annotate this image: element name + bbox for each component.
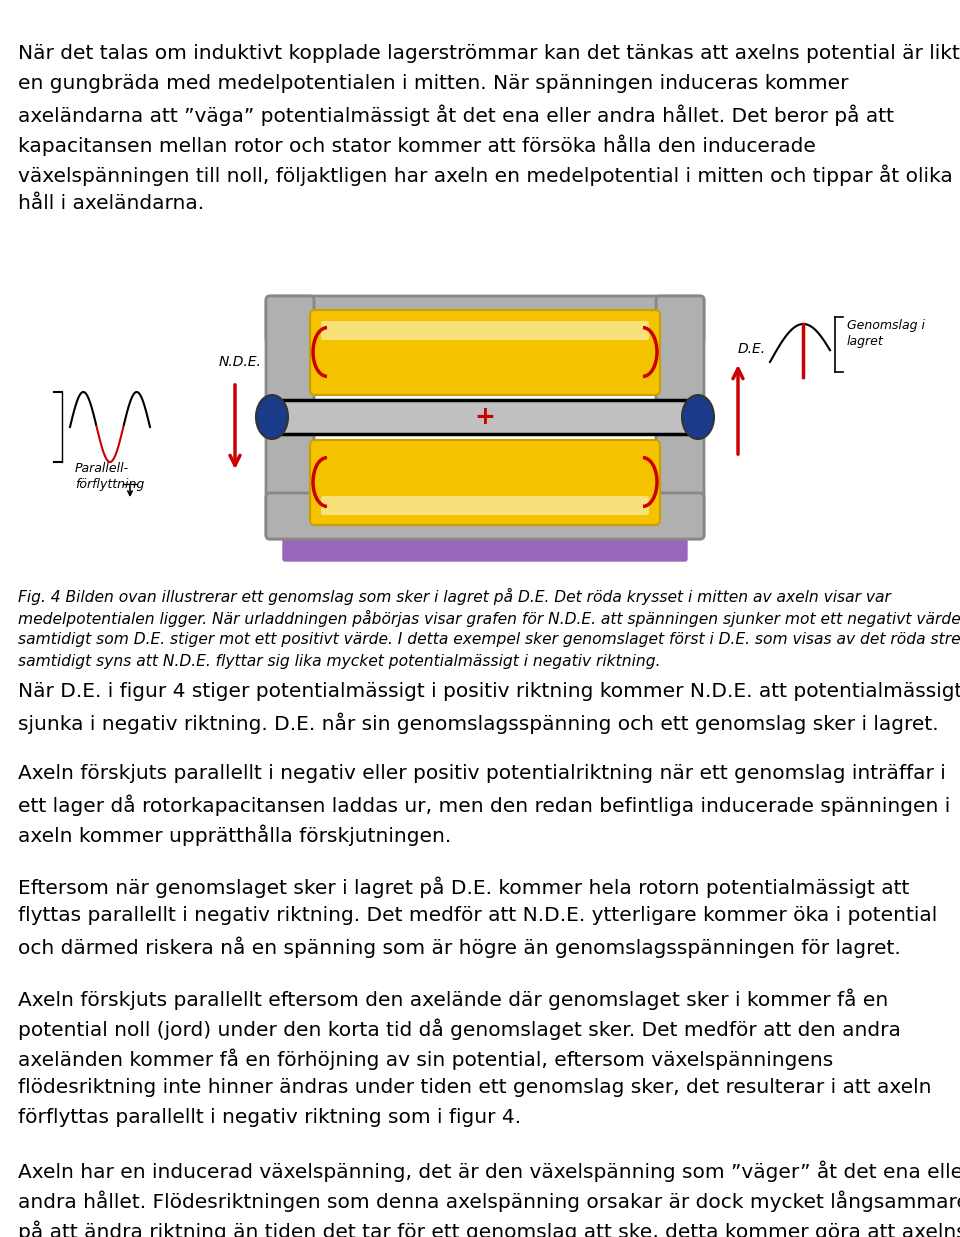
Text: sjunka i negativ riktning. D.E. når sin genomslagsspänning och ett genomslag ske: sjunka i negativ riktning. D.E. når sin …: [18, 713, 939, 734]
Text: och därmed riskera nå en spänning som är högre än genomslagsspänningen för lagre: och därmed riskera nå en spänning som är…: [18, 936, 900, 957]
Text: kapacitansen mellan rotor och stator kommer att försöka hålla den inducerade: kapacitansen mellan rotor och stator kom…: [18, 134, 816, 156]
FancyBboxPatch shape: [321, 496, 649, 515]
Text: flödesriktning inte hinner ändras under tiden ett genomslag sker, det resulterar: flödesriktning inte hinner ändras under …: [18, 1077, 931, 1097]
Text: på att ändra riktning än tiden det tar för ett genomslag att ske, detta kommer g: på att ändra riktning än tiden det tar f…: [18, 1220, 960, 1237]
Text: +: +: [474, 404, 495, 429]
Text: När det talas om induktivt kopplade lagerströmmar kan det tänkas att axelns pote: När det talas om induktivt kopplade lage…: [18, 45, 960, 63]
Ellipse shape: [682, 395, 714, 439]
Text: Axeln förskjuts parallellt i negativ eller positiv potentialriktning när ett gen: Axeln förskjuts parallellt i negativ ell…: [18, 764, 946, 783]
FancyBboxPatch shape: [321, 320, 649, 340]
Ellipse shape: [256, 395, 288, 439]
Text: förflyttas parallellt i negativ riktning som i figur 4.: förflyttas parallellt i negativ riktning…: [18, 1108, 521, 1127]
FancyBboxPatch shape: [266, 494, 704, 539]
Text: medelpotentialen ligger. När urladdningen påbörjas visar grafen för N.D.E. att s: medelpotentialen ligger. När urladdninge…: [18, 610, 960, 627]
FancyBboxPatch shape: [310, 310, 660, 395]
Text: en gungbräda med medelpotentialen i mitten. När spänningen induceras kommer: en gungbräda med medelpotentialen i mitt…: [18, 74, 849, 93]
FancyBboxPatch shape: [656, 296, 704, 539]
Text: Genomslag i: Genomslag i: [847, 319, 925, 332]
Text: Eftersom när genomslaget sker i lagret på D.E. kommer hela rotorn potentialmässi: Eftersom när genomslaget sker i lagret p…: [18, 876, 909, 898]
Text: växelspänningen till noll, följaktligen har axeln en medelpotential i mitten och: växelspänningen till noll, följaktligen …: [18, 165, 952, 186]
Text: Fig. 4 Bilden ovan illustrerar ett genomslag som sker i lagret på D.E. Det röda : Fig. 4 Bilden ovan illustrerar ett genom…: [18, 588, 891, 605]
Text: andra hållet. Flödesriktningen som denna axelspänning orsakar är dock mycket lån: andra hållet. Flödesriktningen som denna…: [18, 1190, 960, 1211]
Text: samtidigt syns att N.D.E. flyttar sig lika mycket potentialmässigt i negativ rik: samtidigt syns att N.D.E. flyttar sig li…: [18, 654, 660, 669]
Text: ett lager då rotorkapacitansen laddas ur, men den redan befintliga inducerade sp: ett lager då rotorkapacitansen laddas ur…: [18, 794, 950, 815]
FancyBboxPatch shape: [266, 296, 314, 539]
Text: samtidigt som D.E. stiger mot ett positivt värde. I detta exempel sker genomslag: samtidigt som D.E. stiger mot ett positi…: [18, 632, 960, 647]
Text: Parallell-: Parallell-: [75, 461, 130, 475]
Text: flyttas parallellt i negativ riktning. Det medför att N.D.E. ytterligare kommer : flyttas parallellt i negativ riktning. D…: [18, 905, 937, 925]
Text: förflyttning: förflyttning: [75, 477, 144, 491]
Text: När D.E. i figur 4 stiger potentialmässigt i positiv riktning kommer N.D.E. att : När D.E. i figur 4 stiger potentialmässi…: [18, 682, 960, 701]
FancyBboxPatch shape: [266, 296, 704, 341]
Text: D.E.: D.E.: [738, 341, 766, 356]
Text: håll i axeländarna.: håll i axeländarna.: [18, 194, 204, 213]
Text: axeln kommer upprätthålla förskjutningen.: axeln kommer upprätthålla förskjutningen…: [18, 824, 451, 846]
Text: Axeln har en inducerad växelspänning, det är den växelspänning som ”väger” åt de: Axeln har en inducerad växelspänning, de…: [18, 1160, 960, 1181]
Text: N.D.E.: N.D.E.: [219, 355, 261, 369]
Bar: [265, 400, 705, 434]
Text: lagret: lagret: [847, 335, 884, 348]
FancyBboxPatch shape: [283, 534, 687, 562]
Text: potential noll (jord) under den korta tid då genomslaget sker. Det medför att de: potential noll (jord) under den korta ti…: [18, 1018, 900, 1039]
FancyBboxPatch shape: [310, 440, 660, 524]
Text: axeländen kommer få en förhöjning av sin potential, eftersom växelspänningens: axeländen kommer få en förhöjning av sin…: [18, 1048, 833, 1070]
Text: axeländarna att ”väga” potentialmässigt åt det ena eller andra hållet. Det beror: axeländarna att ”väga” potentialmässigt …: [18, 104, 894, 125]
Text: Axeln förskjuts parallellt eftersom den axelände där genomslaget sker i kommer f: Axeln förskjuts parallellt eftersom den …: [18, 988, 888, 1009]
